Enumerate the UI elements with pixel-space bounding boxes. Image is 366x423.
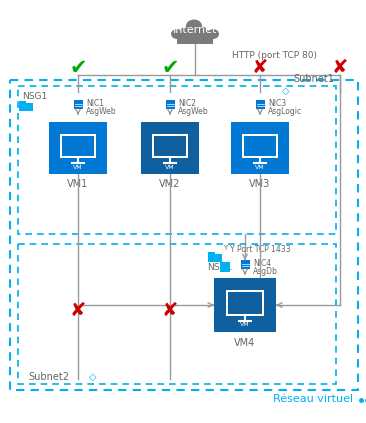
- Bar: [208, 255, 222, 262]
- Text: Y Port TCP 1433: Y Port TCP 1433: [230, 245, 291, 255]
- Text: ✘: ✘: [252, 58, 268, 77]
- Text: NIC3: NIC3: [268, 99, 286, 107]
- Text: ✘: ✘: [162, 300, 178, 319]
- Bar: [152, 134, 188, 159]
- Text: Y: Y: [223, 245, 227, 251]
- Text: VM: VM: [255, 165, 265, 170]
- Text: VM3: VM3: [249, 179, 270, 189]
- Text: VM2: VM2: [159, 179, 181, 189]
- Bar: [214, 278, 276, 332]
- Bar: [177, 32, 213, 44]
- Bar: [49, 122, 107, 174]
- Text: AsgDb: AsgDb: [253, 266, 278, 275]
- Text: NSG1: NSG1: [22, 92, 47, 101]
- Text: Internet: Internet: [173, 25, 217, 35]
- Text: Subnet1: Subnet1: [293, 74, 334, 84]
- Bar: [19, 104, 33, 111]
- Ellipse shape: [207, 29, 219, 39]
- Text: ✔: ✔: [161, 58, 179, 78]
- Bar: [240, 261, 250, 269]
- Text: NIC2: NIC2: [178, 99, 196, 107]
- Bar: [62, 135, 94, 157]
- Bar: [141, 122, 199, 174]
- Ellipse shape: [194, 31, 204, 41]
- Bar: [60, 134, 96, 159]
- Bar: [165, 101, 175, 110]
- Text: VM: VM: [73, 165, 83, 170]
- Bar: [154, 135, 186, 157]
- Text: ◇: ◇: [282, 86, 290, 96]
- Bar: [208, 252, 215, 255]
- Bar: [19, 101, 26, 104]
- Text: AsgWeb: AsgWeb: [86, 107, 117, 115]
- Bar: [226, 290, 264, 316]
- Text: NIC1: NIC1: [86, 99, 104, 107]
- Text: NIC4: NIC4: [253, 258, 271, 267]
- Bar: [74, 101, 82, 110]
- Text: ✘: ✘: [70, 300, 86, 319]
- Text: ✔: ✔: [69, 58, 87, 78]
- Text: VM: VM: [165, 165, 175, 170]
- Text: ◇: ◇: [89, 372, 97, 382]
- Bar: [220, 262, 230, 272]
- Text: Réseau virtuel: Réseau virtuel: [273, 394, 353, 404]
- Text: VM: VM: [240, 322, 250, 327]
- Ellipse shape: [180, 27, 194, 38]
- Ellipse shape: [171, 29, 183, 39]
- Text: VM4: VM4: [234, 338, 255, 348]
- Bar: [244, 135, 276, 157]
- Text: NSG1: NSG1: [207, 263, 232, 272]
- Text: Subnet2: Subnet2: [28, 372, 69, 382]
- Ellipse shape: [186, 19, 202, 33]
- Text: AsgLogic: AsgLogic: [268, 107, 302, 115]
- Ellipse shape: [186, 31, 196, 41]
- Bar: [228, 292, 262, 314]
- Bar: [255, 101, 265, 110]
- Text: HTTP (port TCP 80): HTTP (port TCP 80): [232, 50, 317, 60]
- Bar: [231, 122, 289, 174]
- Ellipse shape: [194, 27, 208, 38]
- Text: AsgWeb: AsgWeb: [178, 107, 209, 115]
- Text: ✘: ✘: [332, 58, 348, 77]
- Bar: [242, 134, 278, 159]
- Text: VM1: VM1: [67, 179, 89, 189]
